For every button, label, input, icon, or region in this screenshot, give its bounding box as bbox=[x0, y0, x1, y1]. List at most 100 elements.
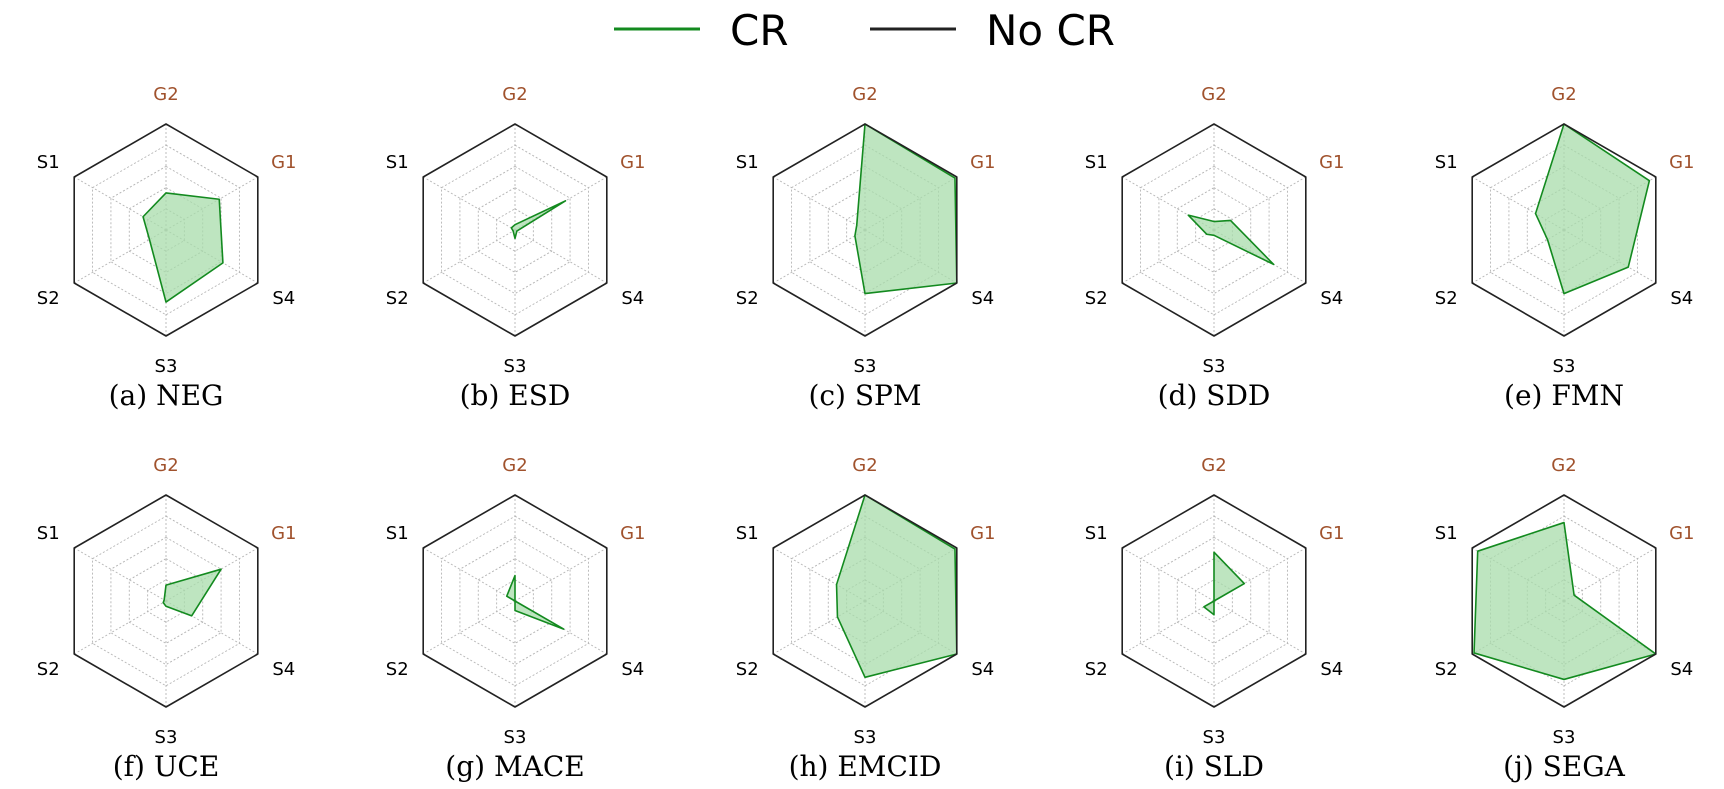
panel-caption: (d) SDD bbox=[1158, 379, 1271, 412]
axis-label-g1: G1 bbox=[970, 523, 995, 544]
radar-panel: G2 G1 S4 S3 S2 S1 (f) UCE bbox=[37, 455, 297, 783]
axis-label-g1: G1 bbox=[1669, 523, 1694, 544]
axis-label-s4: S4 bbox=[621, 659, 644, 680]
axis-label-g2: G2 bbox=[1551, 455, 1576, 476]
axis-label-g1: G1 bbox=[620, 523, 645, 544]
axis-label-s2: S2 bbox=[1085, 288, 1108, 309]
series-no-cr-polygon bbox=[73, 123, 259, 337]
axis-label-s4: S4 bbox=[1320, 659, 1343, 680]
axis-label-s3: S3 bbox=[854, 727, 877, 748]
axis-label-g1: G1 bbox=[1319, 152, 1344, 173]
axis-label-g1: G1 bbox=[271, 523, 296, 544]
axis-label-g1: G1 bbox=[271, 152, 296, 173]
axis-label-s1: S1 bbox=[386, 152, 409, 173]
axis-label-g2: G2 bbox=[852, 84, 877, 105]
grid-spoke bbox=[422, 547, 516, 602]
legend-label-cr: CR bbox=[730, 6, 789, 55]
axis-label-g2: G2 bbox=[153, 455, 178, 476]
axis-label-s4: S4 bbox=[1670, 659, 1693, 680]
grid-ring bbox=[1158, 536, 1270, 666]
grid-ring bbox=[1176, 187, 1252, 273]
radar-panel: G2 G1 S4 S3 S2 S1 (d) SDD bbox=[1085, 84, 1345, 412]
axis-label-s1: S1 bbox=[1435, 152, 1458, 173]
series-no-cr-polygon bbox=[1121, 123, 1307, 337]
axis-label-s4: S4 bbox=[621, 288, 644, 309]
grid-ring bbox=[110, 165, 222, 295]
panel-caption: (c) SPM bbox=[808, 379, 921, 412]
legend: CR No CR bbox=[614, 6, 1115, 55]
grid-ring bbox=[477, 558, 553, 644]
axis-label-s1: S1 bbox=[37, 523, 60, 544]
series-no-cr-polygon bbox=[73, 494, 259, 708]
axis-label-s4: S4 bbox=[1670, 288, 1693, 309]
axis-label-s1: S1 bbox=[1085, 152, 1108, 173]
grid-spoke bbox=[772, 229, 866, 284]
grid-spoke bbox=[422, 176, 516, 231]
panel-caption: (g) MACE bbox=[445, 750, 584, 783]
radar-panel: G2 G1 S4 S3 S2 S1 (j) SEGA bbox=[1435, 455, 1695, 783]
series-cr-polygon bbox=[162, 568, 222, 617]
series-cr-polygon bbox=[510, 200, 567, 240]
axis-label-s3: S3 bbox=[1553, 727, 1576, 748]
grid-spoke bbox=[1563, 547, 1657, 602]
axis-label-s2: S2 bbox=[736, 659, 759, 680]
axis-label-g1: G1 bbox=[620, 152, 645, 173]
axis-label-g1: G1 bbox=[970, 152, 995, 173]
panel-caption: (h) EMCID bbox=[789, 750, 942, 783]
grid-ring bbox=[128, 558, 204, 644]
series-cr-polygon bbox=[1473, 521, 1657, 681]
axis-label-s3: S3 bbox=[504, 356, 527, 377]
radar-panel: G2 G1 S4 S3 S2 S1 (c) SPM bbox=[736, 84, 996, 412]
radar-panel: G2 G1 S4 S3 S2 S1 (i) SLD bbox=[1085, 455, 1345, 783]
grid-spoke bbox=[422, 600, 516, 655]
series-cr-polygon bbox=[505, 574, 565, 630]
grid-ring bbox=[827, 558, 903, 644]
grid-ring bbox=[110, 536, 222, 666]
grid-ring bbox=[827, 187, 903, 273]
series-no-cr-polygon bbox=[1121, 494, 1307, 708]
axis-label-s4: S4 bbox=[971, 659, 994, 680]
radar-panel: G2 G1 S4 S3 S2 S1 (b) ESD bbox=[386, 84, 646, 412]
series-cr-polygon bbox=[1534, 123, 1651, 295]
axis-label-s1: S1 bbox=[1085, 523, 1108, 544]
radar-panel: G2 G1 S4 S3 S2 S1 (e) FMN bbox=[1435, 84, 1695, 412]
axis-label-s2: S2 bbox=[386, 288, 409, 309]
axis-label-s4: S4 bbox=[272, 659, 295, 680]
axis-label-s2: S2 bbox=[736, 288, 759, 309]
axis-label-g2: G2 bbox=[852, 455, 877, 476]
grid-spoke bbox=[514, 229, 608, 284]
panel-caption: (b) ESD bbox=[460, 379, 571, 412]
panel-caption: (e) FMN bbox=[1504, 379, 1624, 412]
grid-spoke bbox=[514, 547, 608, 602]
series-no-cr-polygon bbox=[772, 123, 958, 337]
axis-label-s1: S1 bbox=[736, 152, 759, 173]
grid-spoke bbox=[73, 547, 167, 602]
axis-label-s3: S3 bbox=[504, 727, 527, 748]
grid-spoke bbox=[1213, 600, 1307, 655]
series-no-cr-polygon bbox=[1471, 123, 1657, 337]
radar-panel: G2 G1 S4 S3 S2 S1 (g) MACE bbox=[386, 455, 646, 783]
grid-ring bbox=[128, 187, 204, 273]
grid-spoke bbox=[1121, 547, 1215, 602]
axis-label-s3: S3 bbox=[155, 727, 178, 748]
axis-label-s4: S4 bbox=[1320, 288, 1343, 309]
axis-label-g2: G2 bbox=[1201, 455, 1226, 476]
series-cr-polygon bbox=[142, 192, 224, 303]
axis-label-s1: S1 bbox=[37, 152, 60, 173]
axis-label-s3: S3 bbox=[1203, 356, 1226, 377]
radar-panel: G2 G1 S4 S3 S2 S1 (h) EMCID bbox=[736, 455, 996, 783]
axis-label-s1: S1 bbox=[386, 523, 409, 544]
axis-label-g2: G2 bbox=[1201, 84, 1226, 105]
series-cr-polygon bbox=[854, 123, 958, 295]
axis-label-s2: S2 bbox=[386, 659, 409, 680]
panel-caption: (i) SLD bbox=[1164, 750, 1264, 783]
series-cr-polygon bbox=[835, 494, 958, 679]
axis-label-s3: S3 bbox=[1553, 356, 1576, 377]
axis-label-g2: G2 bbox=[502, 455, 527, 476]
legend-label-no-cr: No CR bbox=[986, 6, 1115, 55]
series-no-cr-polygon bbox=[772, 494, 958, 708]
grid-spoke bbox=[772, 176, 866, 231]
axis-label-s3: S3 bbox=[854, 356, 877, 377]
grid-ring bbox=[1526, 187, 1602, 273]
